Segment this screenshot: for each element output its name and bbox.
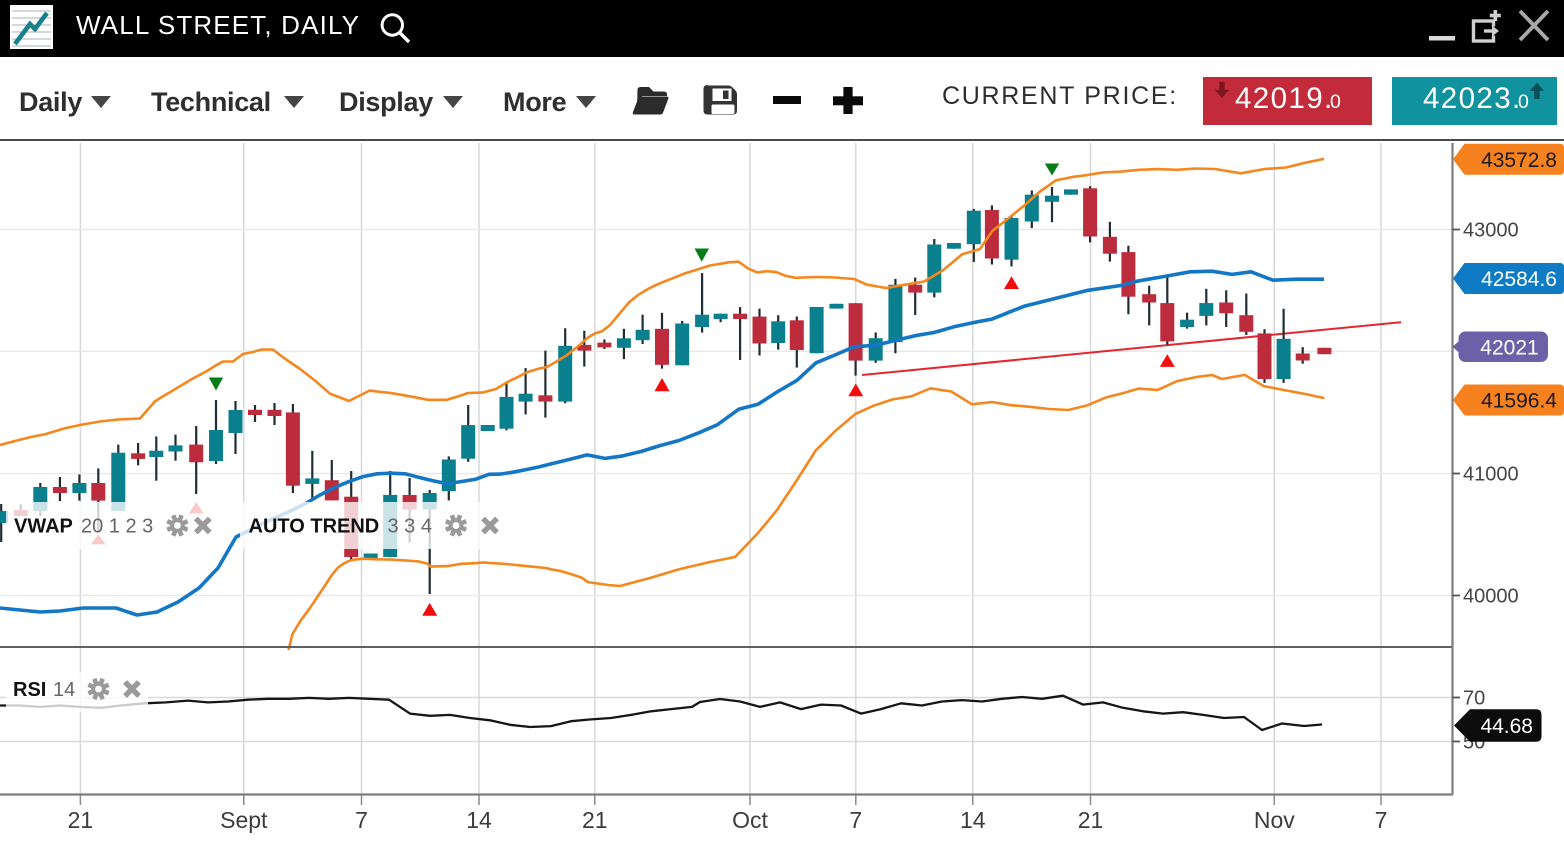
- svg-text:AUTO TREND: AUTO TREND: [249, 516, 380, 538]
- svg-text:70: 70: [1463, 688, 1485, 710]
- svg-text:7: 7: [1375, 807, 1388, 833]
- svg-text:RSI: RSI: [13, 679, 46, 701]
- svg-text:41596.4: 41596.4: [1481, 390, 1557, 413]
- svg-text:7: 7: [849, 807, 862, 833]
- svg-text:21: 21: [68, 807, 94, 833]
- svg-text:3 3 4: 3 3 4: [388, 516, 432, 538]
- svg-text:42021: 42021: [1480, 337, 1538, 360]
- svg-text:14: 14: [466, 807, 492, 833]
- svg-text:14: 14: [53, 679, 75, 701]
- svg-text:VWAP: VWAP: [14, 516, 73, 538]
- svg-text:42584.6: 42584.6: [1481, 268, 1557, 291]
- svg-text:Sept: Sept: [220, 807, 268, 833]
- svg-text:Nov: Nov: [1254, 807, 1295, 833]
- svg-text:21: 21: [1078, 807, 1104, 833]
- svg-text:20 1 2 3: 20 1 2 3: [81, 516, 153, 538]
- svg-text:Oct: Oct: [732, 807, 768, 833]
- svg-text:40000: 40000: [1463, 586, 1519, 608]
- svg-text:7: 7: [355, 807, 368, 833]
- svg-text:14: 14: [960, 807, 986, 833]
- svg-text:44.68: 44.68: [1480, 715, 1533, 738]
- svg-text:43572.8: 43572.8: [1481, 149, 1557, 172]
- svg-text:43000: 43000: [1463, 220, 1519, 242]
- svg-text:21: 21: [582, 807, 608, 833]
- svg-text:41000: 41000: [1463, 464, 1519, 486]
